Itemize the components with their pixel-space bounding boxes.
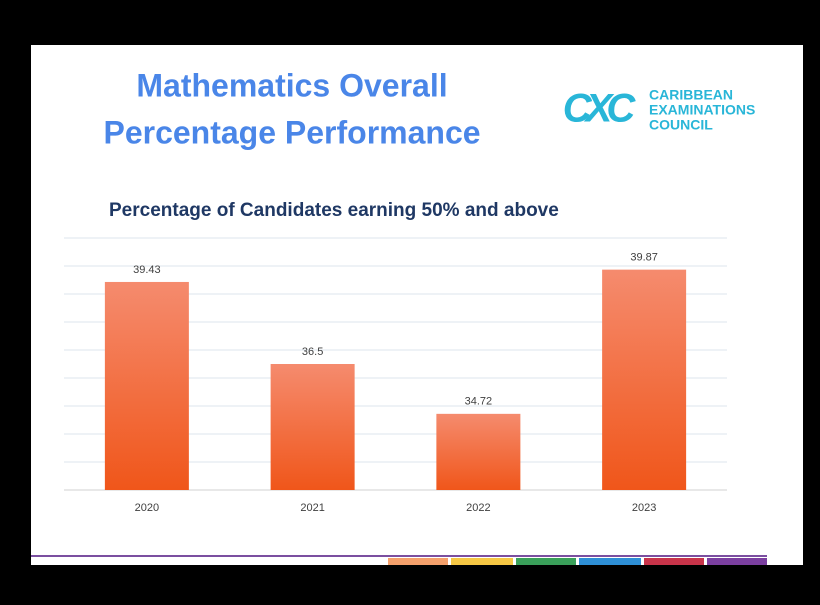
logo-text: COUNCIL <box>649 117 713 133</box>
x-tick-label: 2021 <box>300 502 324 514</box>
logo-mark: CXC <box>563 87 637 131</box>
footer-tab <box>451 558 513 565</box>
x-tick-label: 2020 <box>135 502 159 514</box>
footer-tab <box>644 558 704 565</box>
footer-tab <box>707 558 767 565</box>
bar <box>602 269 687 490</box>
footer-tab <box>516 558 576 565</box>
data-label: 39.87 <box>630 252 658 264</box>
logo-text: EXAMINATIONS <box>649 102 755 118</box>
data-label: 34.72 <box>465 396 493 408</box>
logo: CXC CARIBBEAN EXAMINATIONS COUNCIL <box>563 87 756 133</box>
x-tick-label: 2022 <box>466 502 490 514</box>
footer-tab <box>579 558 641 565</box>
data-label: 36.5 <box>302 346 323 358</box>
bar <box>436 413 521 490</box>
slide-title: Mathematics Overall <box>136 67 447 103</box>
chart-title: Percentage of Candidates earning 50% and… <box>109 200 559 221</box>
logo-text: CARIBBEAN <box>649 87 733 103</box>
x-tick-label: 2023 <box>632 502 656 514</box>
bar <box>104 281 189 490</box>
data-label: 39.43 <box>133 264 161 276</box>
bar <box>270 364 355 490</box>
footer-tab <box>388 558 448 565</box>
plot: 2020 39.43 2021 36.5 2022 34.72 2023 39.87 <box>64 237 727 514</box>
slide-title: Percentage Performance <box>103 114 480 150</box>
